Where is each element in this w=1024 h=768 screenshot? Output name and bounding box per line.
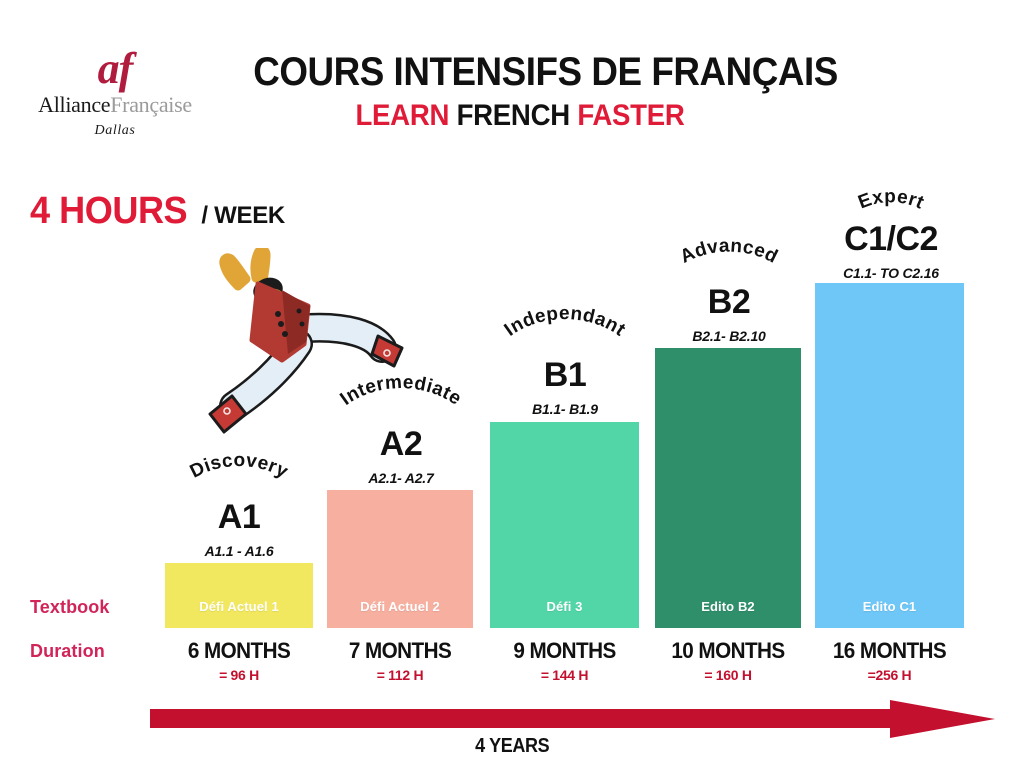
bar-head-b1: Independant B1 B1.1- B1.9 [486, 303, 644, 417]
alliance-francaise-logo: af AllianceFrançaise Dallas [20, 44, 210, 139]
level-range-a1: A1.1 - A1.6 [204, 543, 274, 559]
bar-head-b2: Advanced B2 B2.1- B2.10 [650, 235, 808, 344]
arc-label-intermediate: Intermediate [336, 372, 464, 410]
duration-months-c1c2: 16 MONTHS [832, 638, 947, 663]
duration-months-a2: 7 MONTHS [348, 638, 452, 663]
logo-wordmark-francaise: Française [110, 91, 192, 117]
bar-a2[interactable]: Défi Actuel 2 [327, 490, 473, 628]
page-title: COURS INTENSIFS DE FRANÇAIS [253, 50, 838, 94]
level-code-b2: B2 [707, 283, 751, 321]
duration-hours-b1: = 144 H [540, 667, 589, 683]
level-code-b1: B1 [543, 356, 587, 394]
arc-label-discovery-wrap: Discovery [160, 450, 318, 500]
intensity-callout: 4 HOURS / WEEK [30, 190, 285, 233]
level-code-c1c2: C1/C2 [844, 220, 938, 258]
bar-a1[interactable]: Défi Actuel 1 [165, 563, 313, 628]
subtitle-word-faster: FASTER [577, 99, 685, 132]
timeline-label: 4 YEARS [0, 735, 1024, 758]
level-range-a2: A2.1- A2.7 [368, 470, 434, 486]
duration-cell-b2: 10 MONTHS = 160 H [655, 638, 801, 683]
duration-months-a1: 6 MONTHS [187, 638, 291, 663]
timeline-label-text: 4 YEARS [474, 735, 550, 757]
logo-wordmark-alliance: Alliance [38, 91, 111, 117]
textbook-label-a1: Défi Actuel 1 [199, 599, 279, 614]
svg-text:Expert: Expert [855, 186, 927, 214]
row-label-textbook: Textbook [30, 597, 110, 617]
arc-label-expert: Expert [855, 186, 927, 214]
level-range-b2: B2.1- B2.10 [692, 328, 766, 344]
logo-monogram: af [97, 44, 134, 93]
svg-text:Independant: Independant [501, 303, 630, 341]
intensity-period: / WEEK [201, 202, 285, 229]
level-code-a2: A2 [379, 425, 423, 463]
arc-label-independant-wrap: Independant [486, 303, 644, 358]
textbook-label-b2: Edito B2 [701, 599, 755, 614]
duration-cell-c1c2: 16 MONTHS =256 H [815, 638, 964, 683]
textbook-label-a2: Défi Actuel 2 [360, 599, 440, 614]
logo-wordmark: AllianceFrançaise [20, 92, 210, 117]
subtitle-word-french: FRENCH [456, 99, 571, 132]
duration-hours-c1c2: =256 H [867, 667, 912, 683]
arc-label-discovery: Discovery [187, 450, 292, 483]
duration-hours-b2: = 160 H [704, 667, 752, 683]
duration-cell-b1: 9 MONTHS = 144 H [490, 638, 639, 683]
svg-text:Advanced: Advanced [677, 235, 781, 267]
duration-months-b1: 9 MONTHS [513, 638, 616, 663]
svg-text:Intermediate: Intermediate [336, 372, 465, 410]
level-code-a1: A1 [217, 498, 261, 536]
jumping-person-illustration [186, 245, 441, 458]
bar-head-c1c2: Expert C1/C2 C1.1- TO C2.16 [812, 180, 970, 281]
level-range-c1c2: C1.1- TO C2.16 [843, 265, 939, 281]
page-subtitle: LEARN FRENCH FASTER [253, 101, 787, 131]
logo-city: Dallas [94, 123, 136, 139]
bar-c1c2[interactable]: Edito C1 [815, 283, 964, 628]
arc-label-intermediate-wrap: Intermediate [322, 372, 480, 427]
bar-b1[interactable]: Défi 3 [490, 422, 639, 628]
duration-months-b2: 10 MONTHS [671, 638, 785, 663]
textbook-label-b1: Défi 3 [546, 599, 583, 614]
duration-cell-a1: 6 MONTHS = 96 H [165, 638, 313, 683]
bar-head-a2: Intermediate A2 A2.1- A2.7 [322, 372, 480, 486]
row-label-duration: Duration [30, 641, 105, 661]
bar-head-a1: Discovery A1 A1.1 - A1.6 [160, 450, 318, 559]
header-block: COURS INTENSIFS DE FRANÇAIS LEARN FRENCH… [230, 50, 838, 131]
timeline-arrow-icon [150, 700, 995, 748]
textbook-label-c1c2: Edito C1 [862, 599, 917, 614]
svg-text:Discovery: Discovery [187, 450, 292, 483]
duration-hours-a1: = 96 H [219, 667, 259, 683]
duration-hours-a2: = 112 H [376, 667, 424, 683]
arc-label-advanced-wrap: Advanced [650, 235, 808, 285]
intensity-amount: 4 HOURS [30, 190, 188, 232]
duration-cell-a2: 7 MONTHS = 112 H [327, 638, 473, 683]
bar-b2[interactable]: Edito B2 [655, 348, 801, 628]
arc-label-expert-wrap: Expert [812, 180, 970, 222]
arc-label-advanced: Advanced [677, 235, 781, 267]
level-range-b1: B1.1- B1.9 [532, 401, 598, 417]
arc-label-independant: Independant [501, 303, 629, 341]
subtitle-word-learn: LEARN [355, 99, 450, 132]
